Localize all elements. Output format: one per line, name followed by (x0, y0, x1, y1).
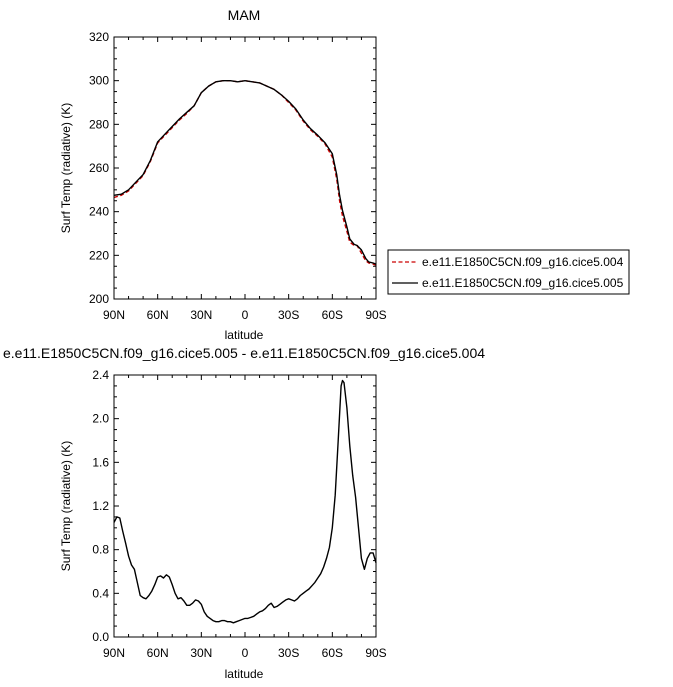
top-chart-xtick-label: 30N (190, 308, 212, 322)
legend: e.e11.E1850C5CN.f09_g16.cice5.004 e.e11.… (387, 249, 630, 295)
top-chart-ytick-label: 280 (89, 117, 109, 131)
top-chart-ytick-label: 240 (89, 205, 109, 219)
bottom-chart-series-line-1 (113, 379, 377, 624)
top-chart-series-line-2 (113, 79, 377, 265)
bottom-chart-series (113, 379, 377, 624)
legend-box (387, 249, 630, 295)
bottom-chart-xtick-label: 60S (322, 646, 343, 660)
top-chart-xtick-label: 90N (103, 308, 125, 322)
bottom-chart-ytick-label: 0.8 (92, 543, 109, 557)
bottom-chart-xtick-label: 90N (103, 646, 125, 660)
top-chart-ytick-label: 320 (89, 30, 109, 44)
top-chart-xtick-label: 30S (278, 308, 299, 322)
top-chart-xtick-label: 0 (242, 308, 249, 322)
bottom-chart-xlabel: latitude (225, 667, 264, 681)
top-chart-ticks: 90N 60N 30N 0 30S 60S 90S 200 220 240 260 280 300 320 (89, 30, 387, 322)
bottom-chart-ytick-label: 2.0 (92, 412, 109, 426)
top-chart-ytick-label: 200 (89, 292, 109, 306)
top-chart-xtick-label: 90S (365, 308, 386, 322)
bottom-chart-xtick-label: 30N (190, 646, 212, 660)
bottom-chart-ytick-label: 2.4 (92, 368, 109, 382)
bottom-chart-title: e.e11.E1850C5CN.f09_g16.cice5.005 - e.e1… (3, 345, 485, 361)
bottom-chart-xtick-label: 30S (278, 646, 299, 660)
top-chart-xtick-label: 60S (322, 308, 343, 322)
bottom-chart-ytick-label: 1.6 (92, 455, 109, 469)
top-chart-series (113, 79, 377, 266)
bottom-chart-xtick-label: 60N (147, 646, 169, 660)
top-chart: MAM 90N 60N 30N 0 30S 60S 90S 200 220 240 260 280 30… (59, 7, 387, 342)
bottom-chart-ylabel: Surf Temp (radiative) (K) (59, 441, 73, 571)
top-chart-ylabel: Surf Temp (radiative) (K) (59, 103, 73, 233)
bottom-chart: e.e11.E1850C5CN.f09_g16.cice5.005 - e.e1… (3, 345, 485, 681)
bottom-chart-xtick-label: 90S (365, 646, 386, 660)
bottom-chart-ytick-label: 1.2 (92, 499, 109, 513)
top-chart-xlabel: latitude (225, 328, 264, 342)
top-chart-title: MAM (228, 7, 261, 23)
bottom-chart-xtick-label: 0 (242, 646, 249, 660)
top-chart-ytick-label: 300 (89, 74, 109, 88)
legend-label-005: e.e11.E1850C5CN.f09_g16.cice5.005 (422, 276, 624, 290)
bottom-chart-ticks: 90N 60N 30N 0 30S 60S 90S 0.0 0.4 0.8 1.2 1.6 2.0 2.4 (92, 368, 386, 660)
top-chart-xtick-label: 60N (147, 308, 169, 322)
top-chart-ytick-label: 220 (89, 248, 109, 262)
top-chart-ytick-label: 260 (89, 161, 109, 175)
legend-label-004: e.e11.E1850C5CN.f09_g16.cice5.004 (422, 255, 624, 269)
bottom-chart-ytick-label: 0.4 (92, 586, 109, 600)
bottom-chart-ytick-label: 0.0 (92, 630, 109, 644)
